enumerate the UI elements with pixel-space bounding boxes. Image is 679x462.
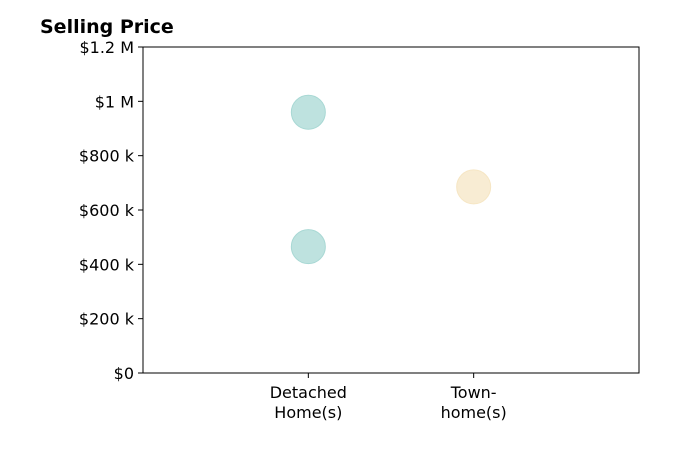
y-tick-label: $800 k: [79, 147, 135, 166]
y-tick-label: $400 k: [79, 255, 135, 274]
y-tick-label: $0: [114, 364, 134, 383]
y-tick-label: $600 k: [79, 201, 135, 220]
y-tick-label: $1 M: [95, 92, 134, 111]
points-layer: [290, 94, 492, 265]
y-axis: $0 $200 k $400 k $600 k $800 k $1 M $1.2 M: [79, 38, 143, 383]
data-point: [290, 94, 326, 130]
x-tick-label: Town-: [450, 383, 497, 402]
data-point: [456, 169, 492, 205]
y-tick-label: $200 k: [79, 310, 135, 329]
x-tick-label: Detached: [270, 383, 347, 402]
x-tick-label: Home(s): [274, 403, 342, 422]
plot-frame: [142, 46, 640, 374]
data-point: [290, 229, 326, 265]
x-tick-label: home(s): [441, 403, 507, 422]
y-tick-label: $1.2 M: [79, 38, 134, 57]
chart-title: Selling Price: [40, 16, 174, 38]
